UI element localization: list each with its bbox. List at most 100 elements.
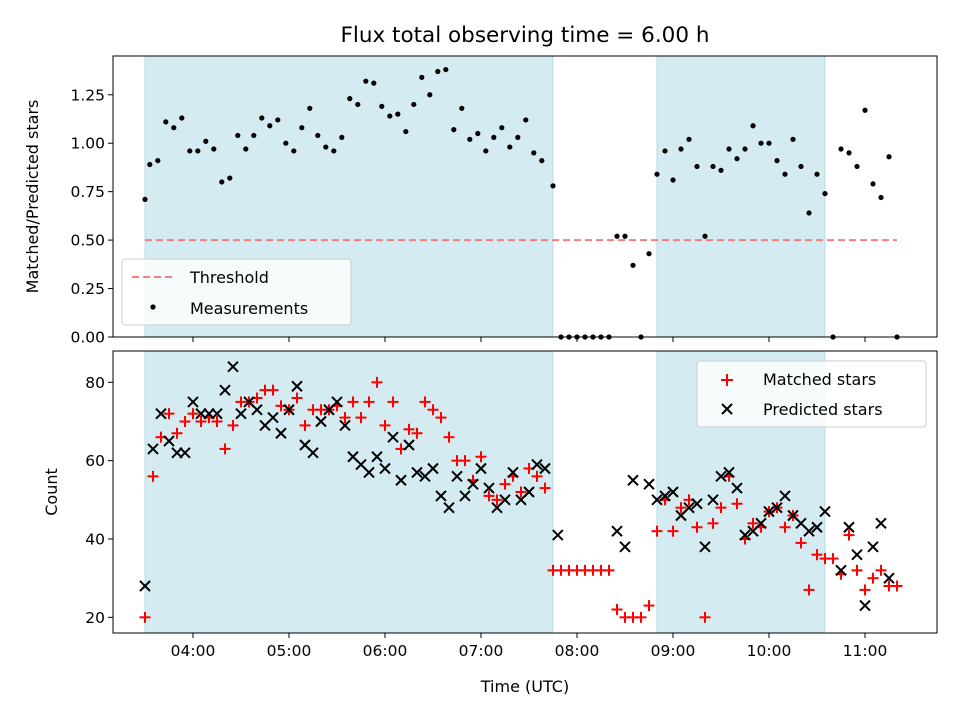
- x-tick-label: 08:00: [555, 642, 600, 660]
- cross-b: [683, 501, 695, 514]
- matched-stars-point: [715, 502, 727, 514]
- cross-b: [643, 478, 655, 490]
- predicted-stars-point: [283, 404, 295, 416]
- measurement-point: [878, 194, 884, 201]
- predicted-stars-point: [179, 447, 191, 459]
- predicted-stars-point: [227, 360, 239, 373]
- cross-b: [723, 466, 735, 479]
- predicted-stars-point: [235, 407, 247, 420]
- cross-b: [539, 462, 551, 475]
- measurement-point: [315, 132, 321, 139]
- measurement-point: [227, 175, 233, 181]
- predicted-stars-point: [779, 490, 791, 502]
- bottom-axes-frame: [112, 350, 938, 634]
- measurement-point: [774, 158, 780, 164]
- predicted-stars-point: [619, 541, 631, 553]
- measurement-point: [782, 171, 788, 177]
- measurement-point: [670, 177, 676, 183]
- matched-stars-point: [827, 553, 839, 565]
- matched-stars-point: [691, 521, 703, 533]
- measurement-point: [798, 163, 804, 170]
- predicted-stars-point: [363, 466, 375, 479]
- matched-stars-point: [443, 431, 455, 443]
- cross-b: [611, 525, 623, 537]
- predicted-stars-point: [803, 525, 815, 537]
- matched-stars-point: [891, 580, 903, 592]
- cross-b: [211, 407, 223, 420]
- cross-b: [531, 458, 543, 471]
- top-legend: Threshold Measurements: [121, 258, 352, 326]
- matched-stars-point: [299, 419, 311, 431]
- cross-b: [243, 396, 255, 408]
- legend-threshold-label: Threshold: [189, 268, 269, 287]
- y-tick-label: 60: [85, 452, 105, 470]
- measurement-point: [531, 150, 537, 156]
- measurement-point: [275, 117, 281, 123]
- predicted-stars-point: [475, 462, 487, 475]
- measurement-point: [387, 113, 393, 119]
- cross-b: [771, 501, 783, 514]
- predicted-stars-point: [875, 517, 887, 530]
- cross-b: [355, 458, 367, 471]
- cross-b: [275, 427, 287, 439]
- cross-b: [835, 564, 847, 577]
- measurement-point: [155, 158, 161, 164]
- matched-stars-point: [875, 564, 887, 576]
- x-tick-label: 09:00: [651, 642, 696, 660]
- matched-stars-point: [531, 470, 543, 482]
- x-tick-label: 07:00: [459, 642, 504, 660]
- matched-stars-point: [603, 564, 615, 576]
- cross-b: [379, 462, 391, 475]
- measurement-point: [483, 148, 489, 154]
- measurement-point: [163, 119, 169, 125]
- matched-stars-point: [171, 427, 183, 439]
- measurement-point: [459, 105, 465, 111]
- measurement-point: [515, 134, 521, 140]
- measurement-point: [419, 74, 425, 80]
- predicted-stars-point: [251, 404, 263, 416]
- predicted-stars-point: [267, 411, 279, 424]
- cross-b: [779, 490, 791, 502]
- x-tick-label: 05:00: [267, 642, 312, 660]
- measurement-point: [686, 136, 692, 142]
- matched-stars-point: [491, 494, 503, 506]
- measurement-point: [742, 146, 748, 152]
- cross-b: [627, 474, 639, 486]
- cross-b: [795, 517, 807, 530]
- x-tick-label: 04:00: [171, 642, 216, 660]
- cross-b: [443, 501, 455, 514]
- predicted-stars-point: [851, 548, 863, 561]
- matched-stars-point: [779, 521, 791, 533]
- predicted-stars-point: [611, 525, 623, 537]
- predicted-stars-point: [715, 470, 727, 483]
- measurement-point: [142, 196, 148, 203]
- x-axis-label: Time (UTC): [480, 677, 569, 696]
- predicted-stars-point: [187, 396, 199, 408]
- predicted-stars-point: [651, 494, 663, 506]
- predicted-stars-point: [307, 447, 319, 459]
- legend-matched-label: Matched stars: [763, 370, 876, 389]
- cross-b: [875, 517, 887, 530]
- matched-stars-point: [355, 412, 367, 424]
- cross-b: [651, 494, 663, 506]
- matched-stars-point: [635, 611, 647, 623]
- measurement-point: [654, 171, 660, 177]
- legend-measurement-label: Measurements: [190, 299, 308, 318]
- predicted-stars-point: [771, 501, 783, 514]
- matched-stars-point: [643, 600, 655, 612]
- predicted-stars-point: [723, 466, 735, 479]
- measurement-point: [259, 115, 265, 121]
- matched-stars-point: [219, 443, 231, 455]
- matched-stars-point: [667, 525, 679, 537]
- cross-b: [315, 415, 327, 428]
- legend-box: [696, 360, 927, 428]
- measurement-point: [718, 167, 724, 173]
- matched-stars-point: [347, 396, 359, 408]
- matched-stars-point: [843, 529, 855, 541]
- y-tick-label: 1.25: [70, 86, 105, 104]
- cross-b: [451, 470, 463, 483]
- measurement-point: [750, 123, 756, 129]
- x-tick-label: 11:00: [843, 642, 888, 660]
- matched-stars-point: [435, 412, 447, 424]
- measurement-point: [646, 251, 652, 257]
